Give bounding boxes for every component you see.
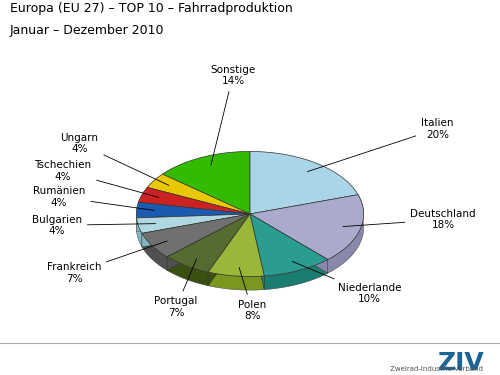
Polygon shape (208, 214, 250, 286)
Text: Portugal
7%: Portugal 7% (154, 259, 198, 318)
Polygon shape (250, 152, 358, 214)
Polygon shape (264, 260, 328, 290)
Polygon shape (142, 214, 250, 247)
Polygon shape (167, 214, 250, 270)
Polygon shape (136, 214, 250, 231)
Polygon shape (250, 214, 328, 276)
Text: Europa (EU 27) – TOP 10 – Fahrradproduktion: Europa (EU 27) – TOP 10 – Fahrradprodukt… (10, 2, 293, 15)
Polygon shape (250, 214, 328, 273)
Text: Tschechien
4%: Tschechien 4% (34, 160, 158, 197)
Text: Italien
20%: Italien 20% (308, 118, 454, 172)
Polygon shape (208, 214, 250, 286)
Text: Polen
8%: Polen 8% (238, 267, 266, 321)
Polygon shape (250, 214, 264, 290)
Text: Ungarn
4%: Ungarn 4% (60, 133, 169, 185)
Polygon shape (142, 233, 167, 270)
Polygon shape (250, 214, 328, 273)
Text: Januar – Dezember 2010: Januar – Dezember 2010 (10, 24, 164, 38)
Polygon shape (142, 214, 250, 257)
Text: Niederlande
10%: Niederlande 10% (292, 261, 401, 305)
Text: ZIV: ZIV (438, 351, 484, 375)
Text: Sonstige
14%: Sonstige 14% (210, 64, 256, 165)
Polygon shape (208, 214, 264, 276)
Polygon shape (167, 257, 208, 286)
Polygon shape (328, 195, 364, 273)
Polygon shape (142, 214, 250, 247)
Polygon shape (138, 188, 250, 214)
Polygon shape (162, 152, 250, 214)
Text: Zweirad-Industrie Verband: Zweirad-Industrie Verband (390, 366, 483, 372)
Polygon shape (250, 195, 364, 260)
Text: Frankreich
7%: Frankreich 7% (46, 241, 167, 284)
Text: Rumänien
4%: Rumänien 4% (33, 186, 154, 210)
Polygon shape (167, 214, 250, 270)
Text: Bulgarien
4%: Bulgarien 4% (32, 214, 156, 236)
Polygon shape (136, 218, 142, 247)
Polygon shape (167, 214, 250, 272)
Polygon shape (136, 202, 250, 218)
Polygon shape (208, 272, 264, 290)
Text: Deutschland
18%: Deutschland 18% (343, 209, 476, 231)
Polygon shape (250, 214, 264, 290)
Polygon shape (147, 174, 250, 214)
Polygon shape (136, 214, 250, 233)
